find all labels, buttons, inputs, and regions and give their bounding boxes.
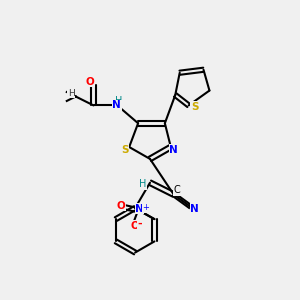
Text: C: C (174, 185, 181, 195)
Text: N: N (112, 100, 121, 110)
Text: S: S (191, 102, 198, 112)
Text: O: O (131, 220, 140, 231)
Text: N: N (135, 204, 144, 214)
Text: N: N (169, 145, 178, 155)
Text: H: H (68, 89, 75, 98)
Text: +: + (142, 203, 149, 212)
Text: H: H (115, 96, 122, 106)
Text: S: S (121, 145, 128, 155)
Text: O: O (117, 201, 125, 211)
Text: N: N (190, 204, 199, 214)
Text: H: H (139, 179, 146, 189)
Text: -: - (138, 219, 142, 229)
Text: O: O (85, 76, 94, 87)
